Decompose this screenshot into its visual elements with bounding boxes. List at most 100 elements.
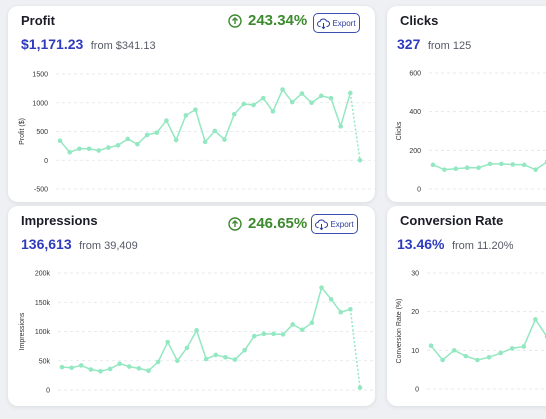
data-point (499, 161, 504, 167)
data-point (231, 111, 237, 117)
data-point (173, 137, 179, 143)
data-point (222, 137, 227, 142)
y-tick-label: 0 (44, 158, 48, 165)
data-point (475, 357, 480, 363)
data-point (328, 297, 334, 302)
y-tick-label: 0 (417, 187, 421, 194)
data-point (440, 357, 445, 363)
data-point (175, 358, 180, 364)
y-tick-label: 400 (409, 109, 421, 116)
data-point (319, 285, 324, 290)
data-point (146, 368, 151, 373)
data-point (135, 141, 140, 147)
data-point (348, 306, 353, 312)
data-point (260, 95, 266, 101)
data-point (251, 102, 256, 108)
data-point (261, 331, 267, 337)
data-point (318, 93, 324, 99)
data-point (223, 354, 228, 360)
y-axis-label: Impressions (19, 312, 26, 350)
data-point (533, 167, 538, 172)
forecast-line (349, 309, 361, 388)
data-point (96, 148, 102, 153)
y-tick-label: 30 (411, 271, 419, 278)
data-point (428, 343, 434, 348)
change-indicator: 243.34% (228, 12, 307, 29)
data-point (67, 149, 72, 155)
data-point (338, 124, 343, 129)
arrow-up-circle-icon (228, 13, 242, 28)
data-point (136, 366, 142, 371)
panel-title: Clicks (400, 13, 439, 28)
data-point (442, 167, 447, 172)
export-button[interactable]: Export (311, 214, 358, 234)
data-point (107, 366, 113, 372)
y-tick-label: 1000 (32, 100, 48, 107)
export-button[interactable]: Export (313, 13, 360, 33)
data-point (348, 90, 353, 96)
data-point (521, 344, 527, 349)
data-point (86, 146, 92, 152)
data-point (271, 331, 276, 337)
previous-value: from 125 (427, 40, 472, 52)
data-point (212, 128, 218, 134)
data-point (430, 162, 436, 168)
data-point (69, 365, 74, 371)
data-point (88, 367, 94, 372)
panel-title: Impressions (21, 213, 98, 228)
previous-value: from 39,409 (79, 240, 138, 252)
y-tick-label: 150k (35, 300, 51, 307)
value-row: $1,171.23 from $341.13 (21, 36, 156, 54)
data-point (241, 101, 247, 107)
data-point (184, 345, 190, 351)
data-point (498, 350, 503, 356)
data-point (193, 107, 198, 112)
data-point (232, 357, 238, 362)
data-point (521, 162, 527, 168)
data-point (126, 364, 132, 369)
y-tick-label: 600 (409, 71, 421, 78)
data-point (299, 91, 305, 96)
data-point (509, 346, 515, 351)
data-point (165, 339, 171, 345)
y-tick-label: -500 (34, 187, 48, 194)
data-point (290, 322, 296, 327)
current-value: 327 (397, 36, 421, 52)
profit-chart: -500 0 500 1000 1500 Profit ($) (19, 72, 375, 194)
data-point (476, 165, 481, 171)
data-point (154, 130, 160, 135)
y-tick-label: 0 (46, 388, 50, 395)
data-point (242, 347, 247, 353)
data-point (115, 143, 121, 148)
cloud-download-icon (317, 18, 331, 29)
y-tick-label: 100k (35, 329, 51, 336)
impressions-chart: 0 50k 100k 150k 200k Impressions (19, 271, 375, 395)
y-tick-label: 10 (411, 348, 419, 355)
y-axis-label: Clicks (396, 121, 403, 140)
data-point (57, 138, 63, 143)
y-axis-label: Profit ($) (19, 118, 26, 145)
data-point (117, 361, 122, 366)
current-value: 136,613 (21, 236, 72, 252)
series-line (430, 317, 546, 362)
clicks-panel: Clicks 327 from 125 0 200 400 600 Clicks (387, 6, 546, 202)
data-point (202, 139, 208, 145)
data-point (203, 356, 209, 362)
data-point (533, 317, 538, 322)
data-point (486, 354, 492, 360)
forecast-line (349, 92, 361, 161)
panel-title: Profit (21, 13, 55, 28)
data-point (59, 364, 65, 370)
y-tick-label: 500 (36, 129, 48, 136)
arrow-up-circle-icon (228, 216, 242, 231)
previous-value: from $341.13 (90, 40, 156, 52)
data-point (270, 109, 276, 114)
cloud-download-icon (315, 219, 329, 230)
y-tick-label: 50k (39, 358, 51, 365)
data-point (98, 368, 103, 374)
y-tick-label: 20 (411, 309, 419, 316)
data-point (453, 166, 459, 171)
data-point (280, 87, 285, 92)
data-point (155, 359, 161, 365)
y-tick-label: 1500 (32, 72, 48, 79)
